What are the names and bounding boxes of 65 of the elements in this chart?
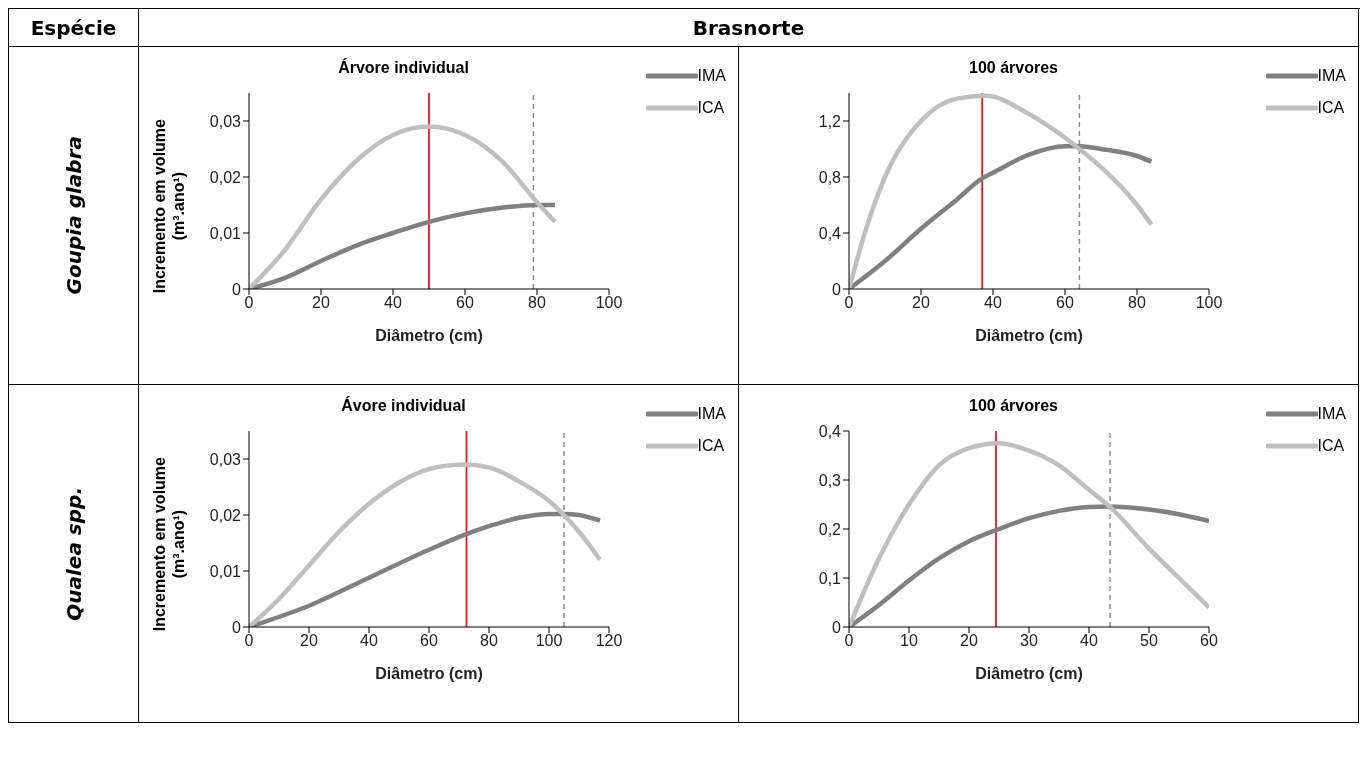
y-tick-label: 0,4 (818, 422, 842, 440)
x-tick-label: 100 (595, 294, 623, 312)
y-tick-label: 0,03 (209, 112, 242, 130)
y-tick-label: 0,8 (818, 168, 842, 186)
x-tick-label: 20 (312, 294, 330, 312)
y-axis-title: Incremento em volume (m³.ano¹) (150, 456, 188, 632)
chart-title: Árvore individual (338, 59, 469, 76)
y-tick-label: 0 (832, 618, 842, 636)
x-tick-label: 0 (244, 632, 254, 650)
x-axis-title: Diâmetro (cm) (375, 327, 483, 344)
legend-label: IMA (697, 67, 726, 85)
x-axis-title: Diâmetro (cm) (975, 327, 1083, 344)
legend-label: ICA (697, 437, 725, 455)
legend-label: IMA (1317, 405, 1346, 423)
x-tick-label: 50 (1140, 632, 1158, 650)
legend-label: IMA (697, 405, 726, 423)
chart-title: 100 árvores (969, 397, 1058, 414)
y-tick-label: 0 (232, 618, 242, 636)
legend-label: ICA (1317, 437, 1345, 455)
x-tick-label: 80 (528, 294, 546, 312)
x-tick-label: 120 (595, 632, 623, 650)
y-tick-label: 0,02 (209, 168, 242, 186)
x-tick-label: 20 (912, 294, 930, 312)
x-tick-label: 80 (1128, 294, 1146, 312)
text: Qualea spp. (61, 486, 86, 621)
y-tick-label: 0,01 (209, 224, 242, 242)
x-tick-label: 60 (456, 294, 474, 312)
x-tick-label: 20 (300, 632, 318, 650)
text: Brasnorte (692, 15, 805, 40)
legend-label: ICA (697, 99, 725, 117)
x-tick-label: 60 (420, 632, 438, 650)
x-tick-label: 40 (360, 632, 378, 650)
y-tick-label: 0,1 (818, 569, 842, 587)
y-tick-label: 1,2 (818, 112, 842, 130)
chart-title: Ávore individual (341, 397, 466, 414)
x-tick-label: 0 (244, 294, 254, 312)
y-tick-label: 0,01 (209, 562, 242, 580)
x-tick-label: 40 (984, 294, 1002, 312)
y-axis-title: Incremento em volume (m³.ano¹) (150, 118, 188, 294)
y-tick-label: 0,03 (209, 450, 242, 468)
x-tick-label: 30 (1020, 632, 1038, 650)
x-axis-title: Diâmetro (cm) (975, 665, 1083, 682)
legend-label: IMA (1317, 67, 1346, 85)
chart-title: 100 árvores (969, 59, 1058, 76)
y-tick-label: 0,3 (818, 471, 842, 489)
x-tick-label: 10 (900, 632, 918, 650)
x-tick-label: 60 (1200, 632, 1218, 650)
x-axis-title: Diâmetro (cm) (375, 665, 483, 682)
x-tick-label: 20 (960, 632, 978, 650)
y-tick-label: 0 (832, 280, 842, 298)
y-tick-label: 0,4 (818, 224, 842, 242)
legend-label: ICA (1317, 99, 1345, 117)
x-tick-label: 0 (844, 294, 854, 312)
x-tick-label: 40 (384, 294, 402, 312)
y-tick-label: 0,2 (818, 520, 842, 538)
x-tick-label: 100 (535, 632, 563, 650)
x-tick-label: 40 (1080, 632, 1098, 650)
y-tick-label: 0 (232, 280, 242, 298)
text: Goupia glabra (61, 136, 86, 295)
x-tick-label: 100 (1195, 294, 1223, 312)
x-tick-label: 0 (844, 632, 854, 650)
x-tick-label: 60 (1056, 294, 1074, 312)
y-tick-label: 0,02 (209, 506, 242, 524)
text: Espécie (30, 15, 117, 40)
x-tick-label: 80 (480, 632, 498, 650)
